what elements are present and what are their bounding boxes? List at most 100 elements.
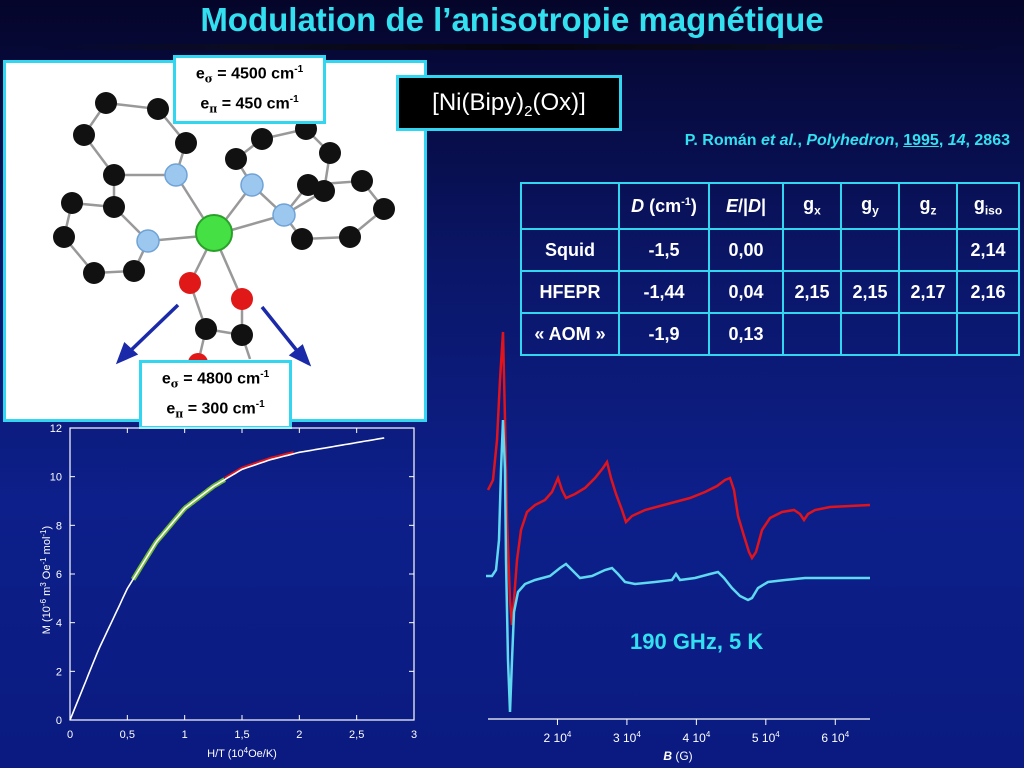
- sigma-subscript: σ: [170, 377, 179, 391]
- cell-d: -1,44: [618, 270, 710, 314]
- e-sigma-value: = 4800 cm: [178, 370, 261, 388]
- header-d: D (cm-1): [618, 182, 710, 230]
- table-header-row: D (cm-1) E/|D| gx gy gz giso: [520, 182, 1020, 230]
- cell-gx: 2,15: [782, 270, 842, 314]
- row-label: HFEPR: [520, 270, 620, 314]
- magnetization-fit-green: [130, 477, 227, 581]
- pi-subscript: π: [209, 102, 218, 116]
- citation-journal: Polyhedron: [806, 132, 895, 149]
- citation-pages: , 2863: [965, 132, 1010, 149]
- bottom-e-pi-line: eπ = 300 cm-1: [150, 395, 281, 425]
- table-row: « AOM » -1,9 0,13: [520, 312, 1020, 356]
- epr-frequency-temperature-label: 190 GHz, 5 K: [630, 629, 764, 654]
- cell-gz: [898, 228, 958, 272]
- x-tick-label: 1,5: [234, 729, 249, 741]
- y-tick-label: 6: [56, 569, 62, 581]
- y-tick-label: 8: [56, 520, 62, 532]
- cell-gx: [782, 312, 842, 356]
- cell-e-over-d: 0,04: [708, 270, 784, 314]
- magnetization-plot-frame: [69, 427, 415, 721]
- citation-authors: P. Román: [684, 132, 761, 149]
- x-tick-label: 0,5: [120, 729, 135, 741]
- cell-gy: [840, 228, 900, 272]
- pi-subscript: π: [175, 407, 184, 421]
- table-row: HFEPR -1,44 0,04 2,15 2,15 2,17 2,16: [520, 270, 1020, 314]
- header-giso: giso: [956, 182, 1020, 230]
- cell-d: -1,5: [618, 228, 710, 272]
- e-sigma-label: e: [161, 370, 171, 388]
- x-tick-label: 3 104: [613, 730, 641, 745]
- e-pi-value: = 300 cm: [183, 399, 256, 417]
- cell-e-over-d: 0,13: [708, 312, 784, 356]
- title-underline: [40, 44, 1000, 50]
- e-pi-label: e: [166, 399, 176, 417]
- table-corner-cell: [520, 182, 620, 230]
- literature-citation: P. Román et al., Polyhedron, 1995, 14, 2…: [684, 132, 1010, 149]
- anisotropy-parameters-table: D (cm-1) E/|D| gx gy gz giso Squid -1,5 …: [520, 182, 1020, 356]
- header-gz: gz: [898, 182, 958, 230]
- y-tick-label: 0: [56, 715, 62, 727]
- formula-subscript: 2: [524, 102, 533, 120]
- cell-gz: 2,17: [898, 270, 958, 314]
- cell-gz: [898, 312, 958, 356]
- e-sigma-value: = 4500 cm: [212, 65, 295, 83]
- formula-prefix: [Ni(Bipy): [432, 89, 525, 116]
- x-tick-label: 4 104: [682, 730, 710, 745]
- sigma-subscript: σ: [204, 72, 213, 86]
- cell-giso: 2,14: [956, 228, 1020, 272]
- magnetization-y-axis-label: M (10-6 m3 Oe-1 mol-1): [39, 526, 53, 634]
- complex-formula: [Ni(Bipy)2(Ox)]: [396, 75, 622, 131]
- e-pi-value: = 450 cm: [217, 94, 290, 112]
- epr-spectrum-plot: 2 104 3 104 4 104 5 104 6 104 B (G): [486, 331, 871, 763]
- unit-exponent: -1: [255, 398, 265, 410]
- magnetization-fit-red: [224, 451, 294, 480]
- magnetization-data-curve: [69, 437, 385, 721]
- x-tick-label: 2: [296, 729, 302, 741]
- header-e-over-d: E/|D|: [708, 182, 784, 230]
- x-tick-label: 2,5: [349, 729, 364, 741]
- x-tick-label: 0: [67, 729, 73, 741]
- top-anisotropy-parameters: eσ = 4500 cm-1 eπ = 450 cm-1: [173, 55, 326, 125]
- y-tick-label: 12: [50, 423, 62, 435]
- unit-exponent: -1: [294, 64, 304, 75]
- unit-exponent: -1: [289, 93, 299, 105]
- x-tick-label: 2 104: [544, 730, 572, 745]
- cell-e-over-d: 0,00: [708, 228, 784, 272]
- cell-giso: [956, 312, 1020, 356]
- cell-gx: [782, 228, 842, 272]
- cell-gy: [840, 312, 900, 356]
- epr-x-axis-label: B (G): [663, 749, 692, 763]
- cell-gy: 2,15: [840, 270, 900, 314]
- x-tick-label: 6 104: [821, 730, 849, 745]
- e-sigma-label: e: [195, 65, 205, 83]
- header-gy: gy: [840, 182, 900, 230]
- row-label: Squid: [520, 228, 620, 272]
- citation-etal: et al.: [760, 132, 798, 149]
- cell-giso: 2,16: [956, 270, 1020, 314]
- citation-volume: 14: [947, 132, 966, 149]
- slide-title: Modulation de l’anisotropie magnétique: [200, 1, 824, 38]
- unit-exponent: -1: [260, 369, 270, 380]
- cell-d: -1,9: [618, 312, 710, 356]
- magnetization-x-axis-label: H/T (104Oe/K): [207, 746, 277, 760]
- y-tick-label: 10: [50, 472, 62, 484]
- top-e-pi-line: eπ = 450 cm-1: [184, 90, 315, 120]
- bottom-e-sigma-line: eσ = 4800 cm-1: [150, 365, 281, 395]
- molecule-structure-image: [53, 92, 395, 373]
- row-label: « AOM »: [520, 312, 620, 356]
- e-pi-label: e: [200, 94, 210, 112]
- header-gx: gx: [782, 182, 842, 230]
- top-e-sigma-line: eσ = 4500 cm-1: [184, 60, 315, 90]
- citation-year: 1995: [903, 132, 939, 149]
- epr-cyan-trace: [486, 419, 870, 713]
- x-tick-label: 5 104: [752, 730, 780, 745]
- x-tick-label: 1: [182, 729, 188, 741]
- y-tick-label: 2: [56, 666, 62, 678]
- formula-suffix: (Ox)]: [532, 89, 586, 116]
- y-tick-label: 4: [56, 618, 62, 630]
- magnetization-plot: 0 2 4 6 8 10 12 0 0,5 1 1,5 2 2,5 3 M (10-6 m3 Oe-1 m…: [39, 423, 417, 760]
- x-tick-label: 3: [411, 729, 417, 741]
- epr-red-trace: [486, 331, 871, 626]
- table-row: Squid -1,5 0,00 2,14: [520, 228, 1020, 272]
